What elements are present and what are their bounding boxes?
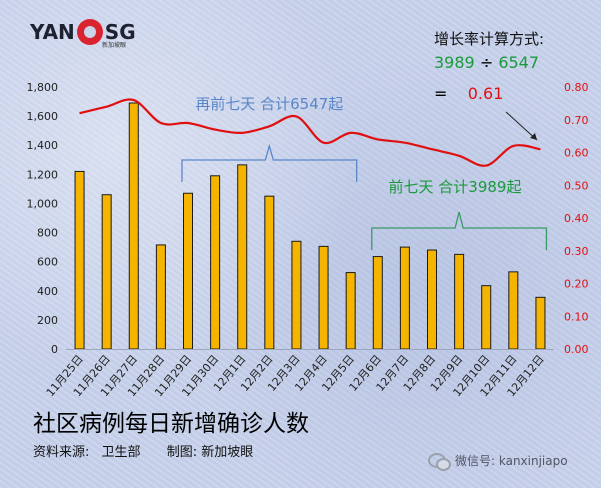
watermark: 微信号: kanxinjiapo [428, 452, 568, 471]
logo-subtitle: 新加坡眼 [102, 42, 127, 49]
bar [318, 245, 329, 350]
bar [291, 240, 302, 350]
chart-title: 社区病例每日新增确诊人数 [33, 411, 309, 437]
bar [155, 244, 166, 350]
y-tick-right: 0.00 [564, 343, 589, 356]
bar [74, 170, 85, 350]
wechat-icon [428, 452, 451, 471]
bar [264, 195, 275, 350]
calc-denominator: 6547 [498, 53, 540, 72]
ratio-line [79, 98, 541, 167]
bar [128, 102, 139, 350]
y-tick-left: 1,600 [27, 110, 59, 123]
watermark-text: 微信号: kanxinjiapo [455, 454, 568, 468]
bracket-prev [181, 143, 358, 182]
y-tick-right: 0.70 [564, 114, 589, 127]
logo: YAN SG 新加坡眼 [30, 14, 136, 50]
logo-text-right: SG [104, 20, 136, 44]
bar [454, 253, 465, 350]
y-tick-right: 0.80 [564, 81, 589, 94]
bar [183, 192, 193, 350]
source-value: 卫生部 [101, 445, 141, 460]
y-tick-right: 0.50 [564, 179, 589, 192]
result-arrow [505, 111, 538, 141]
calc-title: 增长率计算方式: [434, 30, 545, 48]
y-tick-left: 600 [37, 256, 58, 269]
bar [345, 272, 356, 350]
source-line: 资料来源: 卫生部 制图: 新加坡眼 [33, 441, 253, 460]
bar [508, 271, 519, 350]
bar [210, 175, 221, 350]
annotation-last: 前七天 合计3989起 [389, 178, 522, 196]
y-tick-left: 1,400 [27, 139, 59, 152]
y-tick-left: 800 [37, 227, 58, 240]
bar [535, 296, 546, 350]
y-tick-right: 0.60 [564, 147, 589, 160]
maker-label: 制图: [166, 445, 198, 460]
calc-formula: 3989 ÷ 6547 [434, 53, 539, 72]
calc-result-line: = 0.61 [434, 84, 503, 103]
logo-text-left: YAN [30, 20, 75, 44]
y-tick-right: 0.30 [564, 245, 589, 258]
calc-result: 0.61 [467, 84, 504, 103]
result-arrow-head [530, 133, 537, 140]
calc-numerator: 3989 [434, 53, 475, 72]
bar [399, 246, 410, 350]
bar [237, 164, 248, 350]
y-tick-left: 1,000 [27, 197, 59, 210]
bar [101, 194, 112, 350]
bar [427, 249, 437, 350]
bracket-last [371, 211, 548, 250]
bar [372, 256, 383, 350]
y-tick-left: 400 [37, 285, 58, 298]
y-tick-left: 200 [37, 314, 58, 327]
annotation-prev: 再前七天 合计6547起 [195, 95, 343, 113]
calc-equals: = [434, 84, 448, 103]
maker-value: 新加坡眼 [201, 445, 254, 460]
y-tick-left: 0 [51, 343, 58, 356]
calc-divide-sign: ÷ [479, 53, 494, 72]
y-tick-left: 1,200 [27, 168, 59, 181]
y-tick-right: 0.10 [564, 310, 589, 323]
logo-mark-icon [76, 19, 103, 45]
source-label: 资料来源: [33, 445, 90, 460]
bar [481, 285, 492, 350]
y-tick-right: 0.20 [564, 278, 589, 291]
y-tick-left: 1,800 [27, 81, 59, 94]
y-tick-right: 0.40 [564, 212, 589, 225]
